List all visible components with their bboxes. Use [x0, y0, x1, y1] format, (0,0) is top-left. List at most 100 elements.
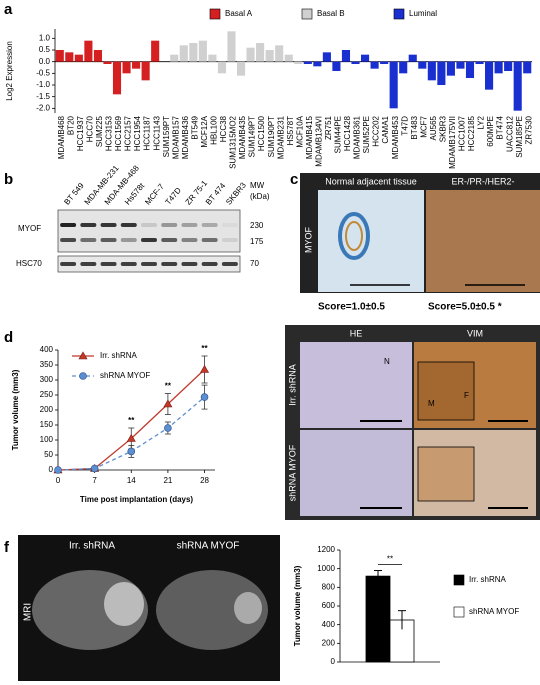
- band: [201, 262, 218, 266]
- band: [201, 223, 218, 227]
- y-tick-label: 200: [40, 405, 54, 414]
- bar: [389, 61, 398, 109]
- y-tick-label: 1200: [317, 545, 335, 554]
- bar: [446, 61, 455, 76]
- marker: [200, 364, 210, 373]
- mw-header: (kDa): [250, 192, 270, 201]
- x-tick-label: BT549: [190, 115, 199, 139]
- x-tick-label: SUM190PT: [267, 116, 276, 157]
- bar: [246, 47, 255, 62]
- x-tick-label: LY2: [477, 115, 486, 129]
- bar: [227, 31, 236, 62]
- legend-swatch: [453, 574, 465, 586]
- bar: [208, 54, 217, 62]
- y-tick-label: 50: [44, 450, 53, 459]
- band: [181, 223, 198, 227]
- image-header: VIM: [467, 328, 483, 338]
- legend-label: Luminal: [409, 9, 437, 18]
- y-tick-label: -2.0: [36, 103, 50, 112]
- bar: [313, 61, 322, 67]
- y-tick-label: 600: [322, 601, 336, 610]
- y-axis-label: Log2 Expression: [5, 41, 14, 101]
- legend-swatch: [453, 606, 465, 618]
- bar: [465, 61, 475, 78]
- row-label: HSC70: [16, 259, 42, 268]
- y-tick-label: 400: [40, 345, 54, 354]
- bands: [60, 223, 238, 266]
- x-tick-label: SUM185PE: [515, 116, 524, 158]
- x-tick-label: SUM44PE: [334, 116, 343, 153]
- bar: [341, 50, 351, 62]
- bar: [284, 54, 293, 62]
- bar: [322, 52, 331, 62]
- bar: [408, 54, 417, 62]
- band: [141, 262, 157, 266]
- x-tick-label: HCC1500: [257, 115, 266, 151]
- x-tick-label: MCF10A: [295, 115, 304, 147]
- x-tick-label: T47D: [400, 116, 409, 136]
- bar: [151, 40, 160, 62]
- x-tick-label: HCC1954: [133, 115, 142, 151]
- x-tick-label: HCC3153: [105, 115, 114, 151]
- annotation: **: [201, 344, 208, 353]
- band: [60, 223, 77, 227]
- band: [161, 223, 178, 227]
- panel-letter: b: [4, 171, 13, 188]
- x-tick-label: BT20: [66, 115, 75, 135]
- legend-label: Irr. shRNA: [469, 575, 507, 584]
- annotation: **: [387, 555, 393, 564]
- image-side-label: shRNA MYOF: [287, 444, 297, 501]
- y-tick-label: -0.5: [36, 68, 50, 77]
- bar: [236, 61, 246, 76]
- lane-label: SKBR3: [224, 180, 248, 206]
- annotation: **: [128, 416, 135, 425]
- x-tick-label: 600MPE: [486, 116, 495, 147]
- band: [120, 262, 137, 266]
- bar: [65, 52, 74, 62]
- y-tick-label: 300: [40, 375, 54, 384]
- band: [141, 238, 157, 242]
- y-tick-label: 100: [40, 435, 54, 444]
- bar: [198, 40, 207, 62]
- x-tick-label: 28: [200, 476, 209, 485]
- y-tick-label: 350: [40, 360, 54, 369]
- image-header: shRNA MYOF: [177, 541, 240, 552]
- x-tick-label: HCC1428: [343, 115, 352, 151]
- region-mark: F: [464, 391, 469, 400]
- x-tick-label: HBL100: [210, 115, 219, 144]
- x-tick-label: MDAMB157: [171, 115, 180, 159]
- x-tick-label: MDAMB468: [57, 115, 66, 159]
- marker: [200, 393, 209, 401]
- bar: [360, 54, 370, 62]
- y-tick-label: 250: [40, 390, 54, 399]
- bar: [427, 61, 436, 81]
- bar: [494, 61, 503, 74]
- image-header: HE: [350, 328, 363, 338]
- band: [201, 238, 218, 242]
- bar: [84, 40, 93, 62]
- western-blot: [57, 209, 241, 273]
- band: [60, 238, 77, 242]
- x-tick-label: SUM159PT: [162, 116, 171, 157]
- y-tick-label: -1.0: [36, 80, 50, 89]
- bar: [141, 61, 150, 81]
- x-tick-label: BT483: [410, 115, 419, 139]
- x-tick-label: SUM52PE: [362, 116, 371, 153]
- bar: [332, 61, 341, 71]
- x-tick-label: HCC2185: [467, 115, 476, 151]
- x-tick-label: MDAMB436: [181, 115, 190, 159]
- annotation: **: [165, 382, 172, 391]
- marker: [79, 372, 87, 380]
- bar: [456, 61, 465, 69]
- x-tick-label: UACC812: [505, 115, 514, 152]
- x-tick-label: CAMA1: [381, 115, 390, 143]
- legend-label: Basal A: [225, 9, 253, 18]
- band: [120, 223, 137, 227]
- histology-images: [285, 325, 540, 520]
- lane-label: MCF-7: [143, 182, 166, 207]
- row-label: MYOF: [18, 224, 41, 233]
- mri-tumor: [104, 582, 144, 626]
- band: [80, 262, 97, 266]
- inset: [417, 361, 475, 421]
- score: Score=1.0±0.5: [318, 302, 385, 313]
